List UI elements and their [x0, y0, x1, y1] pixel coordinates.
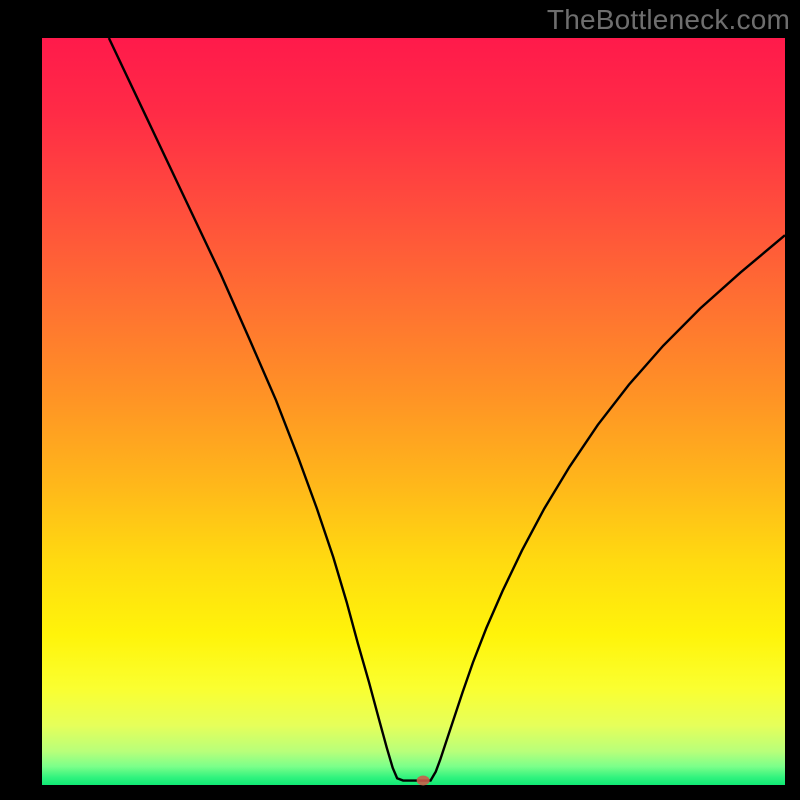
watermark-text: TheBottleneck.com	[547, 4, 790, 36]
gradient-background	[42, 38, 785, 785]
bottleneck-curve-chart	[0, 0, 800, 800]
chart-frame: TheBottleneck.com	[0, 0, 800, 800]
optimum-marker	[417, 776, 430, 786]
